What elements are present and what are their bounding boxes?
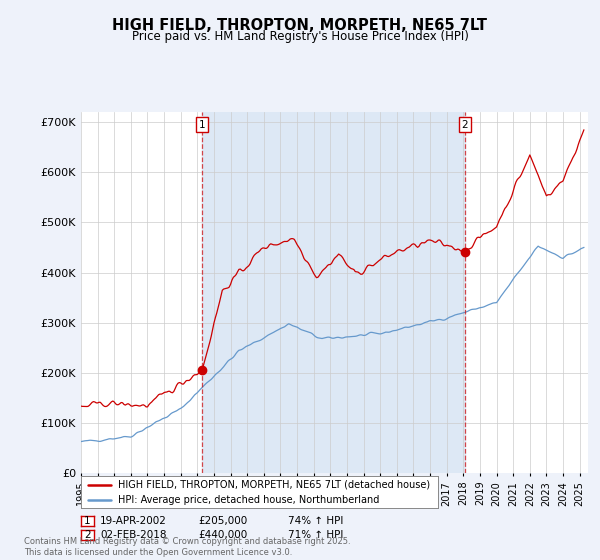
Text: 2: 2 — [84, 530, 91, 540]
Text: 74% ↑ HPI: 74% ↑ HPI — [288, 516, 343, 526]
Text: 19-APR-2002: 19-APR-2002 — [100, 516, 167, 526]
Text: Contains HM Land Registry data © Crown copyright and database right 2025.
This d: Contains HM Land Registry data © Crown c… — [24, 537, 350, 557]
Text: 71% ↑ HPI: 71% ↑ HPI — [288, 530, 343, 540]
Text: 1: 1 — [199, 119, 205, 129]
Text: HIGH FIELD, THROPTON, MORPETH, NE65 7LT (detached house): HIGH FIELD, THROPTON, MORPETH, NE65 7LT … — [118, 480, 431, 490]
Text: 02-FEB-2018: 02-FEB-2018 — [100, 530, 167, 540]
Text: HIGH FIELD, THROPTON, MORPETH, NE65 7LT: HIGH FIELD, THROPTON, MORPETH, NE65 7LT — [113, 18, 487, 33]
Text: HPI: Average price, detached house, Northumberland: HPI: Average price, detached house, Nort… — [118, 494, 380, 505]
Text: £205,000: £205,000 — [198, 516, 247, 526]
Text: £440,000: £440,000 — [198, 530, 247, 540]
Text: 1: 1 — [84, 516, 91, 526]
Bar — [202, 112, 464, 473]
Text: 2: 2 — [461, 119, 468, 129]
Text: Price paid vs. HM Land Registry's House Price Index (HPI): Price paid vs. HM Land Registry's House … — [131, 30, 469, 43]
